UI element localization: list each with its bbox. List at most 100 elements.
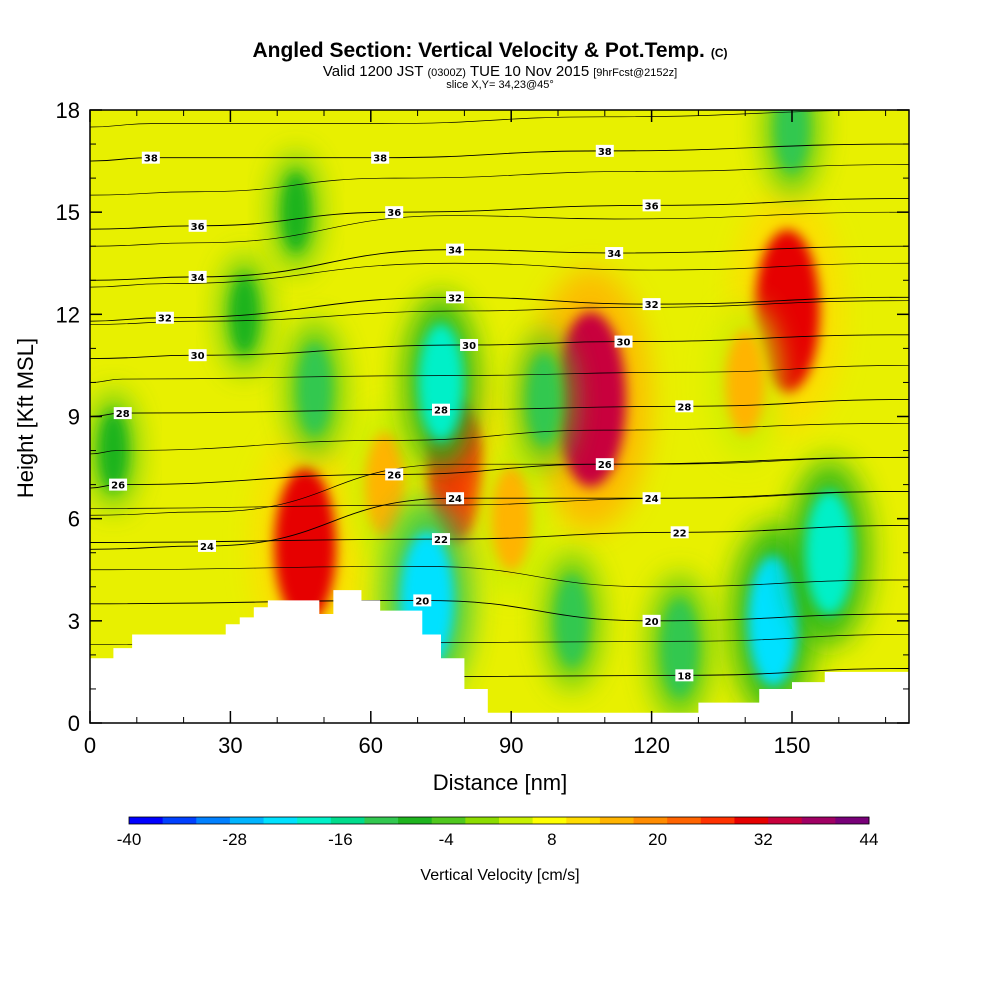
pot-temp-labels: 18 20 20 22 22 24 24 24 26 26 26 28 28 28 30 30 30 32 32 32… (109, 144, 694, 682)
colorbar-frame (128, 816, 870, 825)
x-tick-label: 120 (633, 733, 670, 758)
isentrope-label: 28 (432, 403, 450, 417)
isentrope-label: 38 (595, 144, 614, 158)
isentrope-23 (90, 491, 909, 509)
svg-text:28: 28 (677, 402, 691, 413)
isentrope-27 (90, 422, 909, 455)
isentrope-label: 22 (432, 533, 450, 546)
colorbar-swatch (398, 817, 433, 824)
colorbar-swatch (431, 817, 466, 824)
isentrope-label: 36 (385, 206, 404, 219)
svg-text:30: 30 (191, 351, 205, 362)
downdraft-core (555, 574, 590, 667)
plot-area: 18 20 20 22 22 24 24 24 26 26 26 28 28 28 30 30 30 32 32 32… (90, 110, 909, 723)
svg-text:34: 34 (191, 273, 205, 284)
colorbar-tick-label: 44 (860, 830, 879, 849)
isentrope-label: 26 (385, 468, 404, 481)
downdraft-core (661, 598, 699, 698)
colorbar-swatch (532, 817, 567, 824)
colorbar-label: Vertical Velocity [cm/s] (420, 867, 579, 884)
svg-text:32: 32 (158, 314, 172, 325)
isentrope-label: 22 (670, 526, 689, 539)
x-tick-label: 30 (218, 733, 242, 758)
svg-text:32: 32 (645, 300, 659, 311)
colorbar-tick-label: 8 (547, 830, 556, 849)
isentrope-36 (90, 198, 909, 230)
colorbar-swatch (599, 817, 635, 824)
downdraft-core (297, 343, 332, 436)
colorbar-tick-label: -16 (328, 830, 353, 849)
colorbar-tick-label: -40 (117, 830, 142, 849)
isentrope-39 (90, 110, 909, 128)
downdraft-core (526, 353, 561, 446)
svg-text:24: 24 (200, 542, 214, 553)
updraft-core (725, 330, 765, 435)
isentrope-label: 36 (642, 199, 661, 212)
y-tick-label: 18 (56, 98, 80, 123)
chart-title: Angled Section: Vertical Velocity & Pot.… (252, 39, 727, 62)
x-axis-label: Distance [nm] (433, 770, 568, 795)
y-tick-label: 15 (56, 200, 80, 225)
svg-text:36: 36 (387, 208, 401, 219)
svg-text:28: 28 (434, 406, 448, 417)
colorbar-tick-label: -28 (222, 830, 247, 849)
y-tick-label: 6 (68, 507, 80, 532)
isentrope-label: 24 (198, 539, 216, 553)
svg-text:26: 26 (111, 481, 125, 492)
updraft-core (274, 467, 337, 624)
downdraft-core (418, 323, 464, 442)
colorbar-swatch (297, 817, 332, 824)
isentrope-label: 28 (675, 400, 694, 413)
x-tick-label: 150 (774, 733, 811, 758)
svg-text:32: 32 (448, 293, 462, 304)
isentrope-label: 30 (460, 338, 479, 352)
isentrope-label: 18 (675, 669, 694, 682)
downdraft-core (747, 555, 799, 687)
isentrope-label: 24 (446, 492, 465, 505)
isentrope-20 (90, 599, 909, 622)
svg-text:28: 28 (116, 409, 130, 420)
isentrope-label: 20 (642, 614, 661, 628)
isentrope-label: 30 (188, 349, 207, 362)
chart-subtitle: Valid 1200 JST (0300Z) TUE 10 Nov 2015 [9hr… (323, 63, 677, 80)
isentrope-label: 26 (109, 478, 128, 492)
isentrope-label: 24 (642, 492, 661, 505)
svg-text:38: 38 (598, 147, 612, 158)
svg-text:22: 22 (434, 535, 448, 546)
slice-label: slice X,Y= 34,23@45° (446, 79, 554, 91)
isentrope-22 (90, 525, 909, 543)
colorbar-swatch (330, 817, 365, 824)
isentrope-label: 28 (113, 407, 132, 420)
svg-text:34: 34 (607, 249, 621, 260)
isentrope-label: 32 (155, 311, 174, 325)
svg-text:26: 26 (387, 470, 401, 481)
colorbar-swatch (129, 817, 164, 824)
svg-text:36: 36 (191, 222, 205, 233)
colorbar-swatch (263, 817, 298, 824)
colorbar-swatch (162, 817, 197, 824)
isentrope-label: 34 (446, 243, 465, 257)
isentrope-25 (90, 457, 909, 516)
svg-text:24: 24 (645, 494, 659, 505)
colorbar-swatch (364, 817, 399, 824)
colorbar-tick-label: 32 (754, 830, 773, 849)
isentrope-label: 20 (413, 594, 432, 607)
y-tick-label: 0 (68, 711, 80, 736)
colorbar-swatch (566, 817, 601, 824)
colorbar-swatch (700, 817, 735, 824)
svg-text:34: 34 (448, 246, 462, 257)
isentrope-label: 30 (614, 335, 633, 349)
svg-text:20: 20 (415, 596, 429, 607)
svg-text:36: 36 (645, 201, 659, 212)
x-tick-label: 60 (359, 733, 383, 758)
colorbar-tick-label: -4 (439, 830, 454, 849)
x-axis: 0 30 60 90 120 150 (84, 110, 887, 758)
colorbar-tick-label: 20 (648, 830, 667, 849)
y-tick-label: 9 (68, 405, 80, 430)
terrain-mask (90, 590, 909, 723)
isentrope-33 (90, 262, 909, 288)
isentrope-31 (90, 300, 909, 325)
isentrope-label: 34 (605, 247, 624, 260)
